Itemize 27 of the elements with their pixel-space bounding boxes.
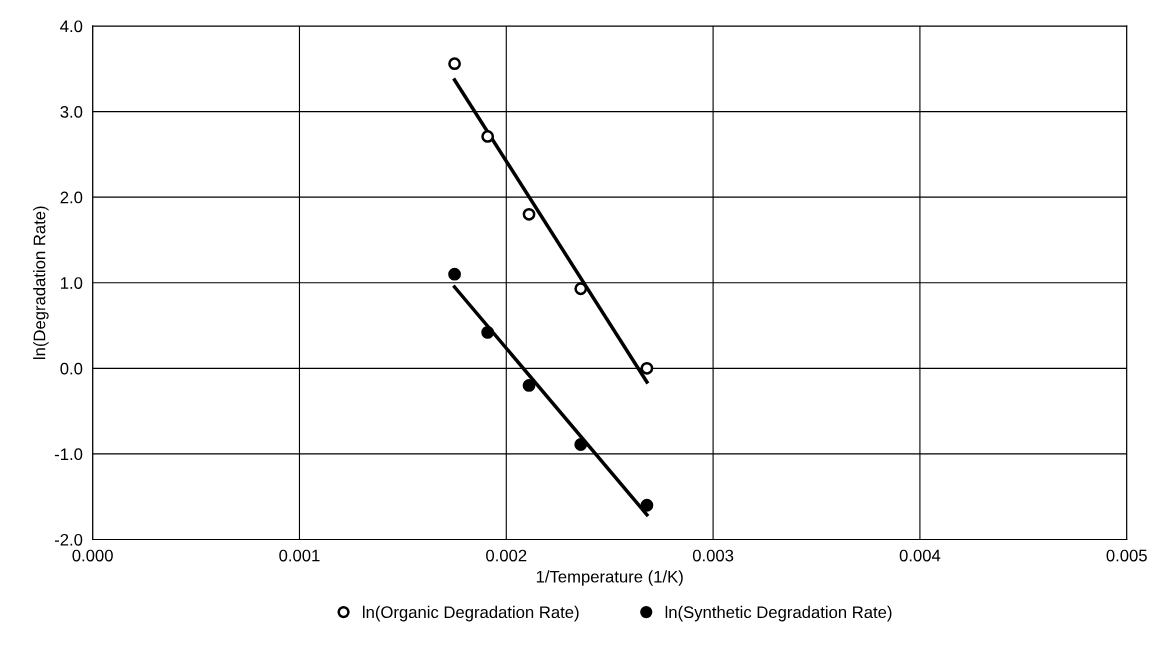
x-axis-title: 1/Temperature (1/K)	[536, 570, 683, 586]
x-tick-label: 0.005	[1106, 549, 1147, 562]
point	[522, 207, 536, 221]
point	[448, 57, 461, 71]
y-tick-label: 3.0	[60, 105, 83, 118]
y-axis-title: ln(Degradation Rate)	[33, 206, 49, 359]
y-tick-label: 0.0	[60, 362, 83, 375]
y-tick-label: 2.0	[60, 191, 83, 204]
point	[574, 282, 588, 296]
x-tick-label: 0.003	[692, 549, 734, 562]
legend-label: ln(Synthetic Degradation Rate)	[665, 605, 892, 622]
y-tick-label: 4.0	[60, 20, 83, 33]
point	[574, 438, 588, 451]
x-tick-label: 0.004	[899, 549, 941, 562]
y-tick-label: -1.0	[54, 448, 83, 461]
x-tick-label: 0.002	[486, 549, 527, 562]
point	[448, 267, 461, 281]
point	[522, 379, 536, 392]
legend-label: ln(Organic Degradation Rate)	[363, 605, 579, 622]
x-tick-label: 0.000	[72, 549, 113, 562]
point	[640, 361, 654, 375]
point	[481, 325, 495, 339]
x-tick-label: 0.001	[279, 549, 320, 562]
y-tick-label: -2.0	[54, 533, 83, 546]
y-tick-label: 1.0	[61, 277, 83, 289]
point	[640, 498, 654, 512]
point	[481, 130, 495, 143]
